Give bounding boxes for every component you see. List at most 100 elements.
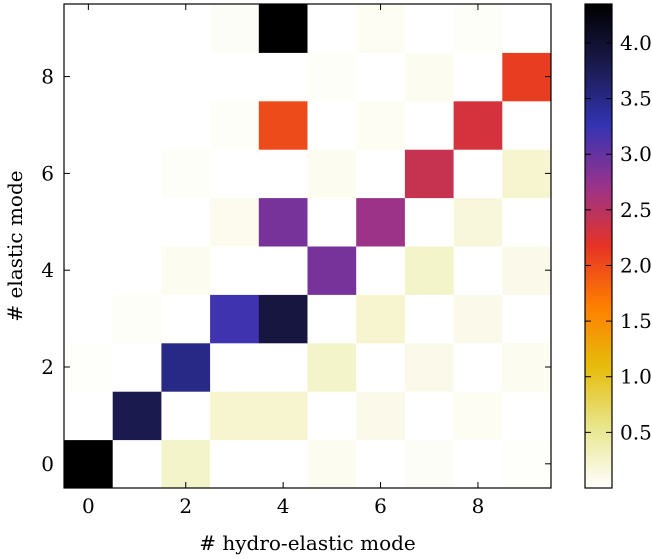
heatmap-cell — [356, 246, 406, 295]
heatmap-cell — [307, 4, 357, 53]
heatmap-cell — [64, 439, 114, 489]
heatmap-cell — [112, 4, 162, 53]
colorbar-ticks: 0.5 1.0 1.5 2.0 2.5 3.0 3.5 4.0 — [585, 31, 652, 444]
heatmap-cell — [502, 197, 552, 247]
heatmap-cell — [161, 342, 211, 392]
heatmap-cells — [64, 4, 552, 489]
heatmap-cell — [502, 391, 552, 441]
heatmap-cell — [453, 391, 503, 441]
colorbar-tick-label: 1.5 — [620, 309, 652, 333]
y-tick-label: 2 — [41, 355, 54, 379]
x-axis-ticks: 0 2 4 6 8 — [82, 4, 484, 518]
heatmap-cell — [356, 391, 406, 441]
heatmap-cell — [453, 342, 503, 392]
heatmap-cell — [258, 4, 308, 53]
heatmap-cell — [258, 197, 308, 247]
heatmap-cell — [258, 149, 308, 199]
heatmap-cell — [210, 294, 260, 344]
heatmap-cell — [502, 439, 552, 489]
heatmap-cell — [404, 197, 455, 247]
heatmap-cell — [404, 342, 455, 392]
heatmap-cell — [112, 342, 162, 392]
heatmap-cell — [502, 100, 552, 150]
heatmap-cell — [453, 294, 503, 344]
heatmap-cell — [112, 294, 162, 344]
y-tick-label: 4 — [41, 258, 54, 282]
heatmap-cell — [161, 294, 211, 344]
heatmap-cell — [210, 391, 260, 441]
heatmap-cell — [210, 342, 260, 392]
heatmap-cell — [258, 391, 308, 441]
heatmap-cell — [502, 342, 552, 392]
heatmap-cell — [210, 149, 260, 199]
heatmap-cell — [404, 4, 455, 53]
heatmap-cell — [210, 197, 260, 247]
colorbar-tick-label: 3.0 — [620, 142, 652, 166]
heatmap-cell — [453, 100, 503, 150]
heatmap-cell — [404, 439, 455, 489]
heatmap-cell — [64, 391, 114, 441]
colorbar-tick-label: 2.0 — [620, 253, 652, 277]
heatmap-cell — [210, 100, 260, 150]
x-tick-label: 0 — [82, 494, 95, 518]
heatmap-cell — [64, 294, 114, 344]
colorbar-tick-label: 3.5 — [620, 87, 652, 111]
heatmap-cell — [404, 246, 455, 295]
colorbar-tick-label: 1.0 — [620, 365, 652, 389]
heatmap-cell — [112, 149, 162, 199]
heatmap-cell — [453, 439, 503, 489]
heatmap-cell — [112, 197, 162, 247]
heatmap-cell — [307, 294, 357, 344]
heatmap-cell — [258, 100, 308, 150]
colorbar-tick-label: 2.5 — [620, 198, 652, 222]
plot-frame — [63, 3, 552, 489]
heatmap-cell — [404, 294, 455, 344]
heatmap-cell — [161, 439, 211, 489]
heatmap-cell — [307, 52, 357, 102]
heatmap-cell — [307, 439, 357, 489]
heatmap-cell — [210, 246, 260, 295]
heatmap-cell — [112, 52, 162, 102]
heatmap-cell — [112, 439, 162, 489]
heatmap-cell — [356, 100, 406, 150]
heatmap-cell — [112, 246, 162, 295]
heatmap-cell — [453, 52, 503, 102]
heatmap-cell — [453, 246, 503, 295]
y-tick-label: 6 — [41, 161, 54, 185]
heatmap-cell — [258, 439, 308, 489]
y-axis-label: # elastic mode — [3, 170, 27, 321]
y-axis-ticks: 0 2 4 6 8 — [41, 65, 551, 476]
heatmap-cell — [502, 4, 552, 53]
colorbar — [584, 3, 613, 489]
heatmap-cell — [356, 149, 406, 199]
heatmap-cell — [502, 246, 552, 295]
x-tick-label: 4 — [277, 494, 290, 518]
heatmap-cell — [404, 52, 455, 102]
heatmap-cell — [210, 439, 260, 489]
y-tick-label: 0 — [41, 452, 54, 476]
heatmap-cell — [356, 294, 406, 344]
heatmap-cell — [258, 52, 308, 102]
heatmap-cell — [307, 342, 357, 392]
heatmap-cell — [112, 100, 162, 150]
heatmap-cell — [356, 342, 406, 392]
heatmap-cell — [356, 52, 406, 102]
heatmap-cell — [307, 391, 357, 441]
heatmap-cell — [210, 4, 260, 53]
heatmap-cell — [502, 294, 552, 344]
heatmap-cell — [64, 52, 114, 102]
heatmap-cell — [210, 52, 260, 102]
x-tick-label: 6 — [374, 494, 387, 518]
heatmap-cell — [404, 149, 455, 199]
heatmap-cell — [64, 100, 114, 150]
heatmap-cell — [64, 246, 114, 295]
heatmap-cell — [453, 4, 503, 53]
heatmap-cell — [161, 4, 211, 53]
heatmap-cell — [404, 100, 455, 150]
heatmap-cell — [64, 197, 114, 247]
heatmap-cell — [161, 197, 211, 247]
colorbar-tick-label: 4.0 — [620, 31, 652, 55]
heatmap-cell — [307, 100, 357, 150]
heatmap-cell — [161, 246, 211, 295]
